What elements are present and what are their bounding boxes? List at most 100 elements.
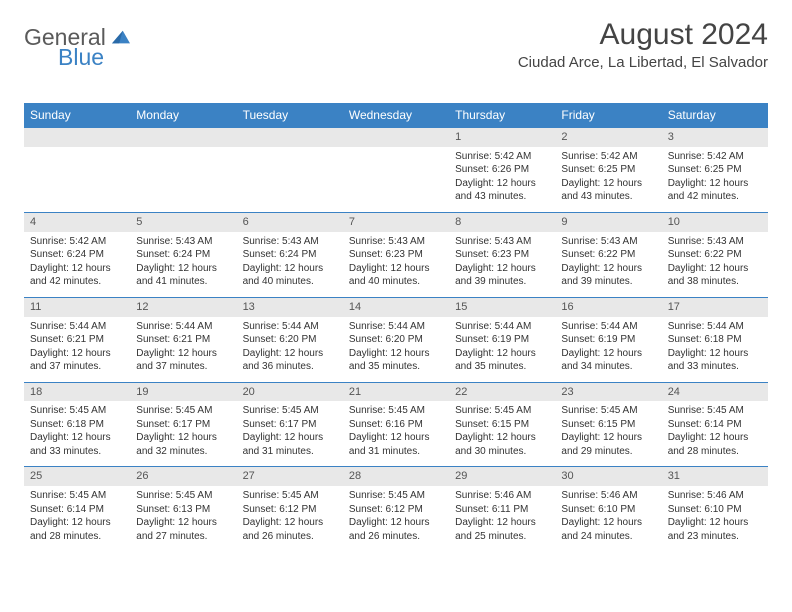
calendar-day-cell: 16Sunrise: 5:44 AMSunset: 6:19 PMDayligh… (555, 297, 661, 382)
day-number: 17 (662, 298, 768, 317)
day-detail: Sunrise: 5:44 AMSunset: 6:20 PMDaylight:… (237, 317, 343, 382)
logo-text-blue: Blue (58, 44, 104, 70)
day-number: 25 (24, 467, 130, 486)
day-detail: Sunrise: 5:45 AMSunset: 6:12 PMDaylight:… (237, 486, 343, 551)
day-detail: Sunrise: 5:45 AMSunset: 6:15 PMDaylight:… (449, 401, 555, 466)
calendar-day-cell: 15Sunrise: 5:44 AMSunset: 6:19 PMDayligh… (449, 297, 555, 382)
calendar-week-row: 11Sunrise: 5:44 AMSunset: 6:21 PMDayligh… (24, 297, 768, 382)
calendar-day-cell: 8Sunrise: 5:43 AMSunset: 6:23 PMDaylight… (449, 212, 555, 297)
calendar-day-cell: 20Sunrise: 5:45 AMSunset: 6:17 PMDayligh… (237, 382, 343, 467)
calendar-day-cell: 13Sunrise: 5:44 AMSunset: 6:20 PMDayligh… (237, 297, 343, 382)
calendar-day-cell: 9Sunrise: 5:43 AMSunset: 6:22 PMDaylight… (555, 212, 661, 297)
calendar-week-row: 4Sunrise: 5:42 AMSunset: 6:24 PMDaylight… (24, 212, 768, 297)
calendar-day-cell (343, 128, 449, 213)
day-detail: Sunrise: 5:44 AMSunset: 6:21 PMDaylight:… (130, 317, 236, 382)
calendar-day-cell: 24Sunrise: 5:45 AMSunset: 6:14 PMDayligh… (662, 382, 768, 467)
day-number: 19 (130, 383, 236, 402)
calendar-day-cell: 27Sunrise: 5:45 AMSunset: 6:12 PMDayligh… (237, 467, 343, 551)
calendar-day-cell: 17Sunrise: 5:44 AMSunset: 6:18 PMDayligh… (662, 297, 768, 382)
day-detail: Sunrise: 5:42 AMSunset: 6:25 PMDaylight:… (662, 147, 768, 212)
day-detail: Sunrise: 5:45 AMSunset: 6:12 PMDaylight:… (343, 486, 449, 551)
day-number: 13 (237, 298, 343, 317)
day-detail: Sunrise: 5:42 AMSunset: 6:26 PMDaylight:… (449, 147, 555, 212)
page-header: General Blue August 2024 Ciudad Arce, La… (24, 18, 768, 71)
weekday-header: Monday (130, 103, 236, 128)
day-number: 10 (662, 213, 768, 232)
day-detail: Sunrise: 5:46 AMSunset: 6:10 PMDaylight:… (555, 486, 661, 551)
day-detail: Sunrise: 5:43 AMSunset: 6:24 PMDaylight:… (130, 232, 236, 297)
calendar-day-cell: 31Sunrise: 5:46 AMSunset: 6:10 PMDayligh… (662, 467, 768, 551)
month-title: August 2024 (518, 18, 768, 52)
day-detail: Sunrise: 5:44 AMSunset: 6:21 PMDaylight:… (24, 317, 130, 382)
day-number: 1 (449, 128, 555, 147)
day-detail: Sunrise: 5:45 AMSunset: 6:17 PMDaylight:… (130, 401, 236, 466)
day-number: 20 (237, 383, 343, 402)
calendar-day-cell: 22Sunrise: 5:45 AMSunset: 6:15 PMDayligh… (449, 382, 555, 467)
day-number: 12 (130, 298, 236, 317)
day-number: 18 (24, 383, 130, 402)
day-detail: Sunrise: 5:44 AMSunset: 6:19 PMDaylight:… (449, 317, 555, 382)
day-number: 14 (343, 298, 449, 317)
day-detail: Sunrise: 5:45 AMSunset: 6:14 PMDaylight:… (662, 401, 768, 466)
day-detail: Sunrise: 5:43 AMSunset: 6:24 PMDaylight:… (237, 232, 343, 297)
day-number: 16 (555, 298, 661, 317)
day-detail: Sunrise: 5:44 AMSunset: 6:18 PMDaylight:… (662, 317, 768, 382)
day-detail: Sunrise: 5:43 AMSunset: 6:22 PMDaylight:… (662, 232, 768, 297)
calendar-week-row: 1Sunrise: 5:42 AMSunset: 6:26 PMDaylight… (24, 128, 768, 213)
calendar-day-cell: 1Sunrise: 5:42 AMSunset: 6:26 PMDaylight… (449, 128, 555, 213)
day-detail: Sunrise: 5:43 AMSunset: 6:23 PMDaylight:… (449, 232, 555, 297)
day-number: 26 (130, 467, 236, 486)
day-number: 31 (662, 467, 768, 486)
calendar-table: SundayMondayTuesdayWednesdayThursdayFrid… (24, 103, 768, 551)
day-number: 9 (555, 213, 661, 232)
weekday-header: Tuesday (237, 103, 343, 128)
calendar-day-cell: 2Sunrise: 5:42 AMSunset: 6:25 PMDaylight… (555, 128, 661, 213)
calendar-day-cell: 28Sunrise: 5:45 AMSunset: 6:12 PMDayligh… (343, 467, 449, 551)
day-number: 15 (449, 298, 555, 317)
day-number: 3 (662, 128, 768, 147)
day-detail: Sunrise: 5:43 AMSunset: 6:22 PMDaylight:… (555, 232, 661, 297)
calendar-day-cell: 11Sunrise: 5:44 AMSunset: 6:21 PMDayligh… (24, 297, 130, 382)
calendar-day-cell: 10Sunrise: 5:43 AMSunset: 6:22 PMDayligh… (662, 212, 768, 297)
day-number: 2 (555, 128, 661, 147)
weekday-header: Sunday (24, 103, 130, 128)
day-number: 21 (343, 383, 449, 402)
calendar-day-cell: 7Sunrise: 5:43 AMSunset: 6:23 PMDaylight… (343, 212, 449, 297)
calendar-day-cell (237, 128, 343, 213)
day-number: 7 (343, 213, 449, 232)
day-detail: Sunrise: 5:45 AMSunset: 6:18 PMDaylight:… (24, 401, 130, 466)
logo-triangle-icon (110, 29, 132, 47)
calendar-week-row: 18Sunrise: 5:45 AMSunset: 6:18 PMDayligh… (24, 382, 768, 467)
title-block: August 2024 Ciudad Arce, La Libertad, El… (518, 18, 768, 71)
day-number: 28 (343, 467, 449, 486)
day-detail: Sunrise: 5:46 AMSunset: 6:11 PMDaylight:… (449, 486, 555, 551)
calendar-day-cell: 3Sunrise: 5:42 AMSunset: 6:25 PMDaylight… (662, 128, 768, 213)
day-number: 8 (449, 213, 555, 232)
day-detail: Sunrise: 5:45 AMSunset: 6:15 PMDaylight:… (555, 401, 661, 466)
day-detail: Sunrise: 5:44 AMSunset: 6:20 PMDaylight:… (343, 317, 449, 382)
day-detail: Sunrise: 5:44 AMSunset: 6:19 PMDaylight:… (555, 317, 661, 382)
weekday-header: Thursday (449, 103, 555, 128)
day-detail: Sunrise: 5:45 AMSunset: 6:14 PMDaylight:… (24, 486, 130, 551)
calendar-day-cell: 21Sunrise: 5:45 AMSunset: 6:16 PMDayligh… (343, 382, 449, 467)
calendar-day-cell: 19Sunrise: 5:45 AMSunset: 6:17 PMDayligh… (130, 382, 236, 467)
day-number: 5 (130, 213, 236, 232)
calendar-day-cell: 23Sunrise: 5:45 AMSunset: 6:15 PMDayligh… (555, 382, 661, 467)
day-number: 24 (662, 383, 768, 402)
weekday-header: Saturday (662, 103, 768, 128)
day-number: 27 (237, 467, 343, 486)
weekday-header: Friday (555, 103, 661, 128)
day-number: 6 (237, 213, 343, 232)
day-detail: Sunrise: 5:45 AMSunset: 6:13 PMDaylight:… (130, 486, 236, 551)
calendar-day-cell: 29Sunrise: 5:46 AMSunset: 6:11 PMDayligh… (449, 467, 555, 551)
day-number: 23 (555, 383, 661, 402)
weekday-header: Wednesday (343, 103, 449, 128)
location-text: Ciudad Arce, La Libertad, El Salvador (518, 54, 768, 71)
calendar-day-cell: 4Sunrise: 5:42 AMSunset: 6:24 PMDaylight… (24, 212, 130, 297)
logo: General Blue (24, 24, 132, 51)
calendar-day-cell (24, 128, 130, 213)
day-number: 29 (449, 467, 555, 486)
day-number: 4 (24, 213, 130, 232)
calendar-week-row: 25Sunrise: 5:45 AMSunset: 6:14 PMDayligh… (24, 467, 768, 551)
calendar-day-cell: 14Sunrise: 5:44 AMSunset: 6:20 PMDayligh… (343, 297, 449, 382)
